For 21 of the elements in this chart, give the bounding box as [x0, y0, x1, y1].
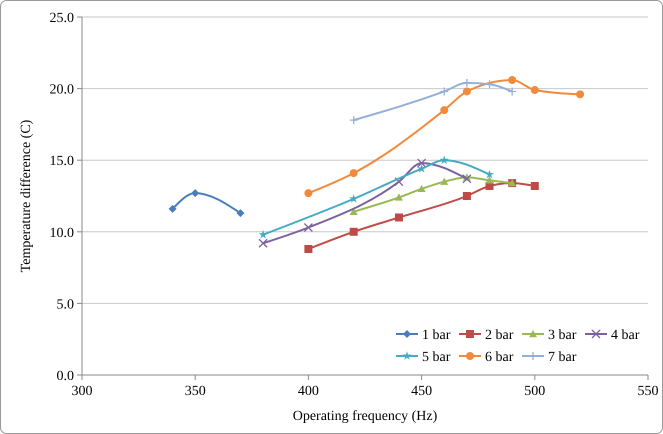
legend-label: 2 bar — [485, 328, 514, 343]
legend-label: 4 bar — [611, 328, 640, 343]
legend-label: 1 bar — [422, 328, 451, 343]
y-tick-label: 0.0 — [56, 369, 74, 384]
y-tick-label: 20.0 — [50, 82, 74, 98]
y-tick-label: 25.0 — [50, 11, 74, 26]
legend-label: 6 bar — [485, 350, 514, 365]
legend-label: 5 bar — [422, 350, 451, 365]
y-tick-label: 5.0 — [56, 297, 74, 312]
x-tick-label: 500 — [524, 384, 546, 399]
x-tick-label: 350 — [184, 384, 206, 399]
y-tick-label: 10.0 — [50, 226, 74, 241]
legend-label: 3 bar — [548, 328, 577, 343]
x-tick-label: 550 — [638, 384, 658, 399]
legend-label: 7 bar — [548, 350, 577, 365]
x-tick-label: 300 — [72, 384, 92, 399]
x-axis-title: Operating frequency (Hz) — [292, 409, 438, 424]
y-axis-title: Temperature difference (C) — [19, 119, 34, 272]
x-tick-label: 400 — [298, 384, 319, 399]
y-tick-label: 15.0 — [50, 154, 74, 170]
x-tick-label: 450 — [411, 384, 432, 399]
